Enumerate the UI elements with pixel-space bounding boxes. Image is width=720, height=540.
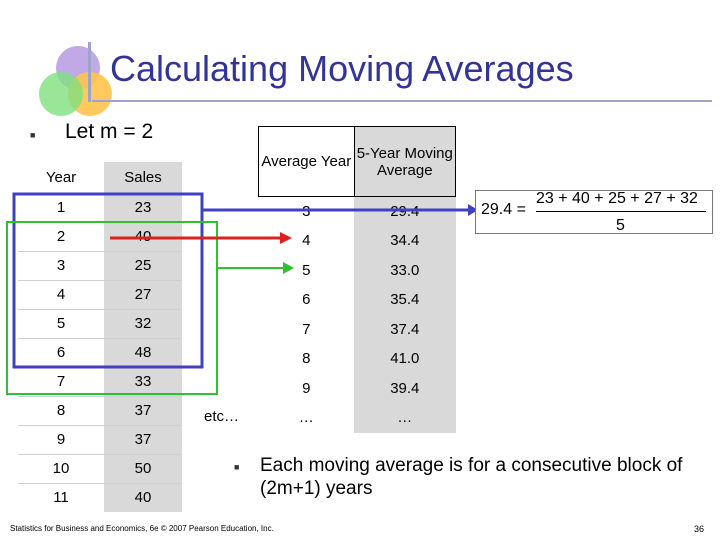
- column-header-moving-average: 5-Year Moving Average: [353, 126, 457, 197]
- column-header-average-year: Average Year: [258, 126, 355, 197]
- slide-title: Calculating Moving Averages: [110, 48, 574, 89]
- red-arrow-head: [280, 232, 292, 244]
- table-row: 6 35.4: [258, 285, 456, 315]
- moving-average-cell: 37.4: [354, 314, 456, 344]
- sales-cell: 32: [104, 308, 182, 338]
- moving-average-cell: 33.0: [354, 255, 456, 285]
- sales-table: Year Sales 12324032542753264873383793710…: [18, 162, 182, 512]
- table-row: 11 40: [18, 482, 182, 512]
- year-cell: 3: [18, 250, 104, 280]
- table-row: 5 32: [18, 308, 182, 338]
- table-row: ……: [258, 403, 456, 433]
- formula-box: [475, 190, 713, 234]
- sales-cell: 23: [104, 193, 182, 222]
- formula-lhs: 29.4: [481, 201, 513, 218]
- sales-cell: 40: [104, 482, 182, 512]
- table-row: 8 41.0: [258, 344, 456, 374]
- sales-cell: 25: [104, 250, 182, 280]
- title-rule: [92, 100, 712, 102]
- year-cell: 8: [18, 395, 104, 425]
- sales-cell: 37: [104, 395, 182, 425]
- moving-average-cell: 35.4: [354, 285, 456, 315]
- column-header-year: Year: [18, 162, 104, 193]
- formula-numerator: 23 + 40 + 25 + 27 + 32: [536, 190, 698, 207]
- table-row: 9 39.4: [258, 373, 456, 403]
- formula-denominator: 5: [616, 217, 625, 234]
- table-row: 3 25: [18, 250, 182, 280]
- table-row: 6 48: [18, 337, 182, 367]
- bullet-text: Let m = 2: [65, 120, 154, 143]
- year-cell: 2: [18, 221, 104, 251]
- moving-average-cell: …: [354, 403, 456, 433]
- average-year-cell: 4: [258, 226, 355, 256]
- bullet-icon-note: ■: [234, 462, 240, 472]
- green-arrow-head: [283, 262, 294, 274]
- moving-average-cell: 41.0: [354, 344, 456, 374]
- average-year-cell: 6: [258, 285, 355, 315]
- table-row: 8 37: [18, 395, 182, 425]
- title-vertical-rule: [88, 42, 91, 102]
- table-row: 7 33: [18, 366, 182, 396]
- blue-arrow-head: [468, 204, 478, 216]
- table-row: 5 33.0: [258, 255, 456, 285]
- table-row: 1 23: [18, 193, 182, 222]
- table-row: 7 37.4: [258, 314, 456, 344]
- sales-cell: 37: [104, 424, 182, 454]
- table-row: 10 50: [18, 453, 182, 483]
- etc-label: etc…: [204, 408, 240, 425]
- year-cell: 1: [18, 193, 104, 222]
- average-year-cell: 8: [258, 344, 355, 374]
- year-cell: 11: [18, 482, 104, 512]
- sales-cell: 33: [104, 366, 182, 396]
- first-window-box: [12, 192, 204, 369]
- formula-fraction-bar: [536, 211, 706, 212]
- table-row: 9 37: [18, 424, 182, 454]
- year-cell: 9: [18, 424, 104, 454]
- average-year-cell: 5: [258, 255, 355, 285]
- year-cell: 10: [18, 453, 104, 483]
- page-number: 36: [694, 524, 705, 534]
- sales-cell: 50: [104, 453, 182, 483]
- year-cell: 4: [18, 279, 104, 309]
- table-row: 4 27: [18, 279, 182, 309]
- footer-citation: Statistics for Business and Economics, 6…: [10, 524, 274, 533]
- sales-cell: 48: [104, 337, 182, 367]
- sales-cell: 27: [104, 279, 182, 309]
- third-window-box: [6, 221, 218, 395]
- bullet-icon: ■: [30, 130, 36, 140]
- year-cell: 5: [18, 308, 104, 338]
- average-year-cell: …: [258, 403, 355, 433]
- moving-average-cell: 39.4: [354, 373, 456, 403]
- note-text: Each moving average is for a consecutive…: [260, 455, 683, 499]
- average-year-cell: 7: [258, 314, 355, 344]
- year-cell: 6: [18, 337, 104, 367]
- column-header-sales: Sales: [104, 162, 182, 193]
- average-year-cell: 9: [258, 373, 355, 403]
- moving-average-cell: 34.4: [354, 226, 456, 256]
- table-row: 4 34.4: [258, 226, 456, 256]
